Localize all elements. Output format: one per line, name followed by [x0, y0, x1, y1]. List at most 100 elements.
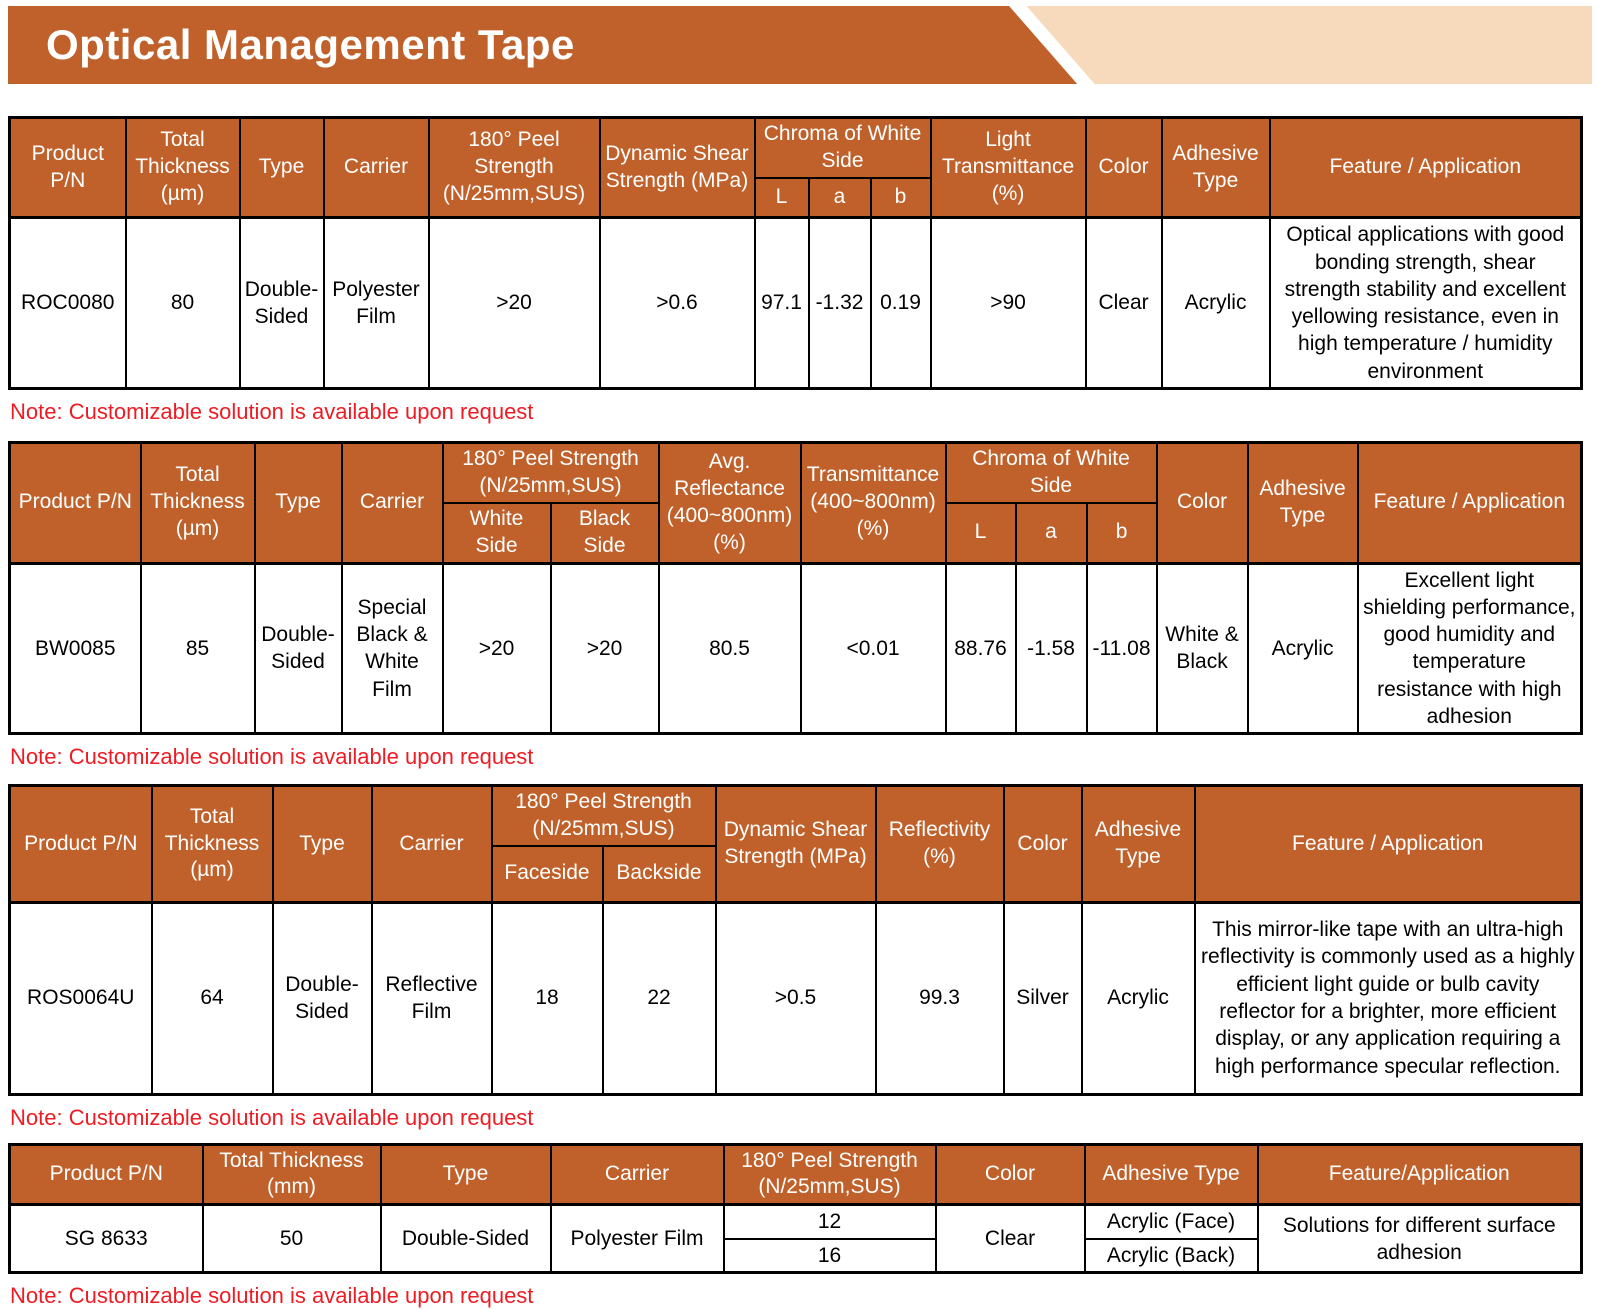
t1-header-chroma: Chroma of White Side	[753, 116, 932, 179]
t1-cell-product: ROC0080	[8, 216, 127, 390]
t1-cell-color: Clear	[1084, 216, 1163, 390]
t2-cell-product: BW0085	[8, 561, 142, 735]
t3-cell-product: ROS0064U	[8, 900, 153, 1096]
t3-cell-shear: >0.5	[714, 900, 877, 1096]
t3-header-product: Product P/N	[8, 784, 153, 904]
t1-cell-chroma-l: 97.1	[753, 216, 810, 390]
t3-header-peel-faceside: Faceside	[490, 845, 604, 904]
t3-header-reflectivity: Reflectivity (%)	[874, 784, 1005, 904]
t1-header-color: Color	[1084, 116, 1163, 219]
t4-cell-adhesive-face: Acrylic (Face)	[1083, 1203, 1259, 1240]
t1-header-carrier: Carrier	[322, 116, 430, 219]
t2-header-chroma-l: L	[944, 501, 1017, 565]
banner-orange-shape	[8, 6, 1078, 84]
table-row: 16 Acrylic (Back)	[10, 1237, 1582, 1274]
t1-cell-carrier: Polyester Film	[322, 216, 430, 390]
t1-header-shear: Dynamic Shear Strength (MPa)	[598, 116, 756, 219]
t2-header-chroma-a: a	[1014, 501, 1088, 565]
t1-header-chroma-a: a	[807, 176, 872, 219]
table-row: ROS0064U 64 Double-Sided Reflective Film…	[8, 900, 1583, 1096]
t2-header-product: Product P/N	[8, 441, 142, 565]
t2-header-type: Type	[253, 441, 343, 565]
t3-cell-type: Double-Sided	[271, 900, 373, 1096]
t2-cell-feature: Excellent light shielding performance, g…	[1356, 561, 1583, 735]
t3-cell-adhesive: Acrylic	[1080, 900, 1196, 1096]
t2-header-adhesive: Adhesive Type	[1246, 441, 1359, 565]
t3-header-adhesive: Adhesive Type	[1080, 784, 1196, 904]
note-text-3: Note: Customizable solution is available…	[10, 1104, 534, 1130]
t4-header-color: Color	[934, 1143, 1086, 1206]
t2-header-carrier: Carrier	[340, 441, 444, 565]
t4-cell-peel-back: 16	[722, 1237, 937, 1274]
t3-cell-reflectivity: 99.3	[874, 900, 1005, 1096]
table-row: ROC0080 80 Double-Sided Polyester Film >…	[8, 216, 1583, 390]
t2-cell-type: Double-Sided	[253, 561, 343, 735]
note-text-1: Note: Customizable solution is available…	[10, 399, 534, 425]
t2-cell-transmittance: <0.01	[799, 561, 947, 735]
t1-header-type: Type	[238, 116, 325, 219]
t3-header-color: Color	[1002, 784, 1083, 904]
t3-header-peel-backside: Backside	[601, 845, 717, 904]
t2-cell-chroma-l: 88.76	[944, 561, 1017, 735]
t1-cell-chroma-a: -1.32	[807, 216, 872, 390]
t1-cell-thickness: 80	[124, 216, 241, 390]
title-banner: Optical Management Tape	[8, 6, 1592, 84]
t4-cell-color: Clear	[934, 1203, 1086, 1274]
t2-cell-chroma-b: -11.08	[1085, 561, 1158, 735]
t1-header-feature: Feature / Application	[1268, 116, 1583, 219]
t1-cell-light: >90	[929, 216, 1087, 390]
t1-cell-type: Double-Sided	[238, 216, 325, 390]
table-row: SG 8633 50 Double-Sided Polyester Film 1…	[8, 1203, 1583, 1274]
t2-header-chroma-b: b	[1085, 501, 1158, 565]
t4-header-carrier: Carrier	[549, 1143, 725, 1206]
t1-cell-adhesive: Acrylic	[1160, 216, 1271, 390]
t3-cell-color: Silver	[1002, 900, 1083, 1096]
t4-cell-adhesive-back: Acrylic (Back)	[1083, 1237, 1259, 1274]
t1-cell-peel: >20	[427, 216, 601, 390]
page-title: Optical Management Tape	[46, 21, 575, 68]
table-black-white-tape: Product P/N Total Thickness (µm) Type Ca…	[8, 441, 1584, 736]
table-surface-adhesion-tape: Product P/N Total Thickness (mm) Type Ca…	[8, 1142, 1583, 1275]
t2-header-peel-white: White Side	[441, 501, 552, 565]
t4-cell-thickness: 50	[201, 1203, 382, 1274]
t3-cell-peel-backside: 22	[601, 900, 717, 1096]
banner-peach-shape	[1026, 6, 1592, 84]
t4-cell-peel-face: 12	[722, 1203, 937, 1240]
t4-header-type: Type	[379, 1143, 552, 1206]
t3-cell-thickness: 64	[150, 900, 274, 1096]
t2-cell-thickness: 85	[139, 561, 256, 735]
t2-header-feature: Feature / Application	[1356, 441, 1583, 565]
t3-cell-peel-faceside: 18	[490, 900, 604, 1096]
t3-header-type: Type	[271, 784, 373, 904]
t1-header-peel: 180° Peel Strength (N/25mm,SUS)	[427, 116, 601, 219]
t4-cell-product: SG 8633	[8, 1203, 204, 1274]
t2-header-reflectance: Avg. Reflectance (400~800nm) (%)	[657, 441, 802, 565]
t4-header-product: Product P/N	[8, 1143, 204, 1206]
t2-cell-adhesive: Acrylic	[1246, 561, 1359, 735]
t1-cell-feature: Optical applications with good bonding s…	[1268, 216, 1583, 390]
t1-header-chroma-b: b	[869, 176, 932, 219]
t1-cell-shear: >0.6	[598, 216, 756, 390]
t4-cell-carrier: Polyester Film	[549, 1203, 725, 1274]
t2-cell-reflectance: 80.5	[657, 561, 802, 735]
t4-header-thickness: Total Thickness (mm)	[201, 1143, 382, 1206]
table-row: BW0085 85 Double-Sided Special Black & W…	[8, 561, 1583, 735]
t3-header-carrier: Carrier	[370, 784, 493, 904]
t2-cell-peel-black: >20	[549, 561, 660, 735]
t3-header-feature: Feature / Application	[1193, 784, 1583, 904]
t4-cell-feature: Solutions for different surface adhesion	[1256, 1203, 1583, 1274]
t3-header-thickness: Total Thickness (µm)	[150, 784, 274, 904]
note-text-4: Note: Customizable solution is available…	[10, 1283, 534, 1309]
table-optical-clear-tape: Product P/N Total Thickness (µm) Type Ca…	[8, 116, 1584, 391]
t2-cell-peel-white: >20	[441, 561, 552, 735]
t1-header-thickness: Total Thickness (µm)	[124, 116, 241, 219]
t2-cell-color: White & Black	[1155, 561, 1249, 735]
t1-cell-chroma-b: 0.19	[869, 216, 932, 390]
t2-header-peel-black: Black Side	[549, 501, 660, 565]
t3-header-shear: Dynamic Shear Strength (MPa)	[714, 784, 877, 904]
table-reflective-tape: Product P/N Total Thickness (µm) Type Ca…	[8, 784, 1584, 1096]
t1-header-chroma-l: L	[753, 176, 810, 219]
t2-header-transmittance: Transmittance (400~800nm) (%)	[799, 441, 947, 565]
t3-cell-carrier: Reflective Film	[370, 900, 493, 1096]
t4-cell-type: Double-Sided	[379, 1203, 552, 1274]
